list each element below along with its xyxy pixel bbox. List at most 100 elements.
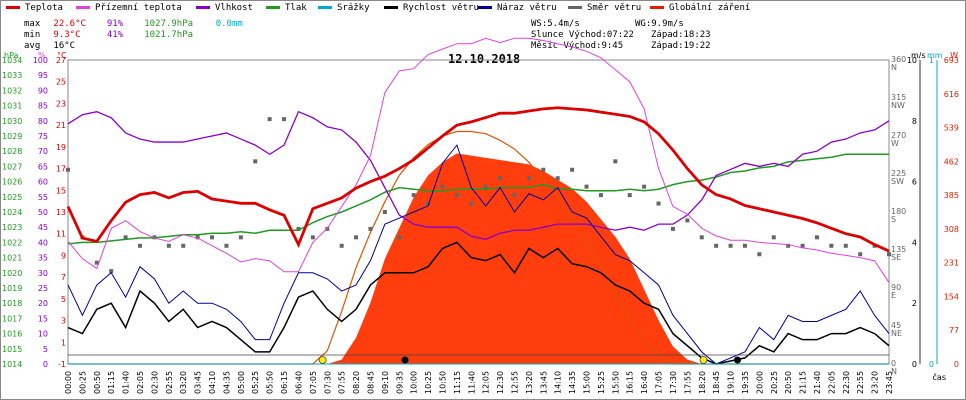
axis-label-temperature: °C	[57, 51, 67, 60]
wind-direction-point	[699, 235, 704, 240]
tick-label-time: 05:25	[251, 371, 260, 394]
tick-label-wind-speed: 10	[907, 56, 917, 65]
tick-label-time: 09:10	[381, 371, 390, 394]
tick-label-temperature: 27	[56, 56, 66, 65]
stats-min-press: 1021.7hPa	[144, 30, 194, 40]
tick-label-time: 05:50	[266, 371, 275, 394]
tick-label-wind-dir-compass: E	[891, 291, 896, 300]
tick-label-time: 19:35	[741, 371, 750, 394]
tick-label-temperature: 23	[56, 99, 66, 108]
tick-label-time: 17:30	[669, 371, 678, 394]
wind-direction-point	[368, 226, 373, 231]
wind-direction-point	[138, 243, 143, 248]
tick-label-wind-speed: 2	[912, 299, 917, 308]
wind-direction-point	[94, 260, 99, 265]
wind-direction-point	[714, 243, 719, 248]
tick-label-time: 07:55	[338, 371, 347, 394]
tick-label-humidity: 40	[38, 238, 48, 247]
tick-label-pressure: 1022	[2, 238, 22, 247]
tick-label-time: 20:25	[770, 371, 779, 394]
tick-label-pressure: 1018	[2, 299, 22, 308]
tick-label-pressure: 1027	[2, 162, 22, 171]
tick-label-wind-dir-compass: SE	[891, 253, 901, 262]
wind-direction-point	[296, 226, 301, 231]
tick-label-time: 00:00	[64, 371, 73, 394]
astro-row-sun: Slunce Východ:07:22 Západ:18:23	[531, 30, 711, 41]
wind-direction-point	[555, 176, 560, 181]
legend-item-3: Tlak	[266, 3, 307, 13]
tick-label-time: 05:00	[237, 371, 246, 394]
tick-label-humidity: 15	[38, 314, 48, 323]
tick-label-radiation: 616	[944, 90, 959, 99]
tick-label-pressure: 1020	[2, 269, 22, 278]
tick-label-time: 02:55	[165, 371, 174, 394]
wind-direction-point	[166, 243, 171, 248]
tick-label-wind-speed: 8	[912, 117, 917, 126]
tick-label-time: 12:55	[511, 371, 520, 394]
wind-direction-point	[469, 201, 474, 206]
tick-label-temperature: 3	[61, 317, 66, 326]
tick-label-pressure: 1021	[2, 254, 22, 263]
tick-label-wind-dir: 0	[891, 359, 896, 368]
chart-title: 12.10.2018	[448, 52, 521, 66]
stats-panel: max 22.6°C 91% 1027.9hPa 0.0mm min 9.3°C…	[24, 19, 256, 52]
tick-label-humidity: 55	[38, 193, 48, 202]
moonset-marker	[733, 356, 741, 364]
tick-label-humidity: 60	[38, 178, 48, 187]
tick-label-time: 10:00	[410, 371, 419, 394]
wind-direction-point	[728, 243, 733, 248]
tick-label-pressure: 1029	[2, 132, 22, 141]
wind-direction-point	[397, 235, 402, 240]
tick-label-humidity: 0	[43, 360, 48, 369]
sunrise-text: Slunce Východ:07:22	[531, 30, 634, 40]
tick-label-time: 04:35	[222, 371, 231, 394]
legend-item-1: Přízemní teplota	[76, 3, 182, 13]
legend-item-7: Směr větru	[568, 3, 641, 13]
tick-label-time: 14:35	[568, 371, 577, 394]
legend-label: Vlhkost	[215, 3, 253, 13]
legend-label: Přízemní teplota	[95, 3, 182, 13]
tick-label-wind-dir: 180	[891, 207, 906, 216]
tick-label-time: 02:05	[136, 371, 145, 394]
series-line-teplota	[66, 106, 890, 253]
legend-item-4: Srážky	[318, 3, 370, 13]
tick-label-humidity: 30	[38, 269, 48, 278]
tick-label-wind-speed: 0	[912, 360, 917, 369]
wind-direction-point	[109, 269, 114, 274]
tick-label-radiation: 231	[944, 259, 959, 268]
tick-label-time: 04:10	[208, 371, 217, 394]
axis-label-wind-speed: m/s	[911, 51, 926, 60]
sunset-marker	[699, 356, 708, 364]
wind-direction-point	[642, 184, 647, 189]
tick-label-time: 12:05	[482, 371, 491, 394]
tick-label-wind-dir-compass: S	[891, 215, 896, 224]
legend-item-6: Náraz větru	[478, 3, 557, 13]
stats-max-label: max	[24, 19, 41, 29]
tick-label-humidity: 50	[38, 208, 48, 217]
tick-label-time: 00:50	[93, 371, 102, 394]
tick-label-humidity: 45	[38, 223, 48, 232]
stats-max-press: 1027.9hPa	[144, 19, 194, 29]
tick-label-time: 06:15	[280, 371, 289, 394]
tick-label-wind-dir: 315	[891, 93, 906, 102]
tick-label-radiation: 154	[944, 292, 959, 301]
tick-label-time: 14:10	[554, 371, 563, 394]
wind-direction-point	[195, 235, 200, 240]
tick-label-time: 17:05	[655, 371, 664, 394]
stats-min-hum: 41%	[106, 30, 124, 40]
tick-label-time: 20:50	[784, 371, 793, 394]
tick-label-time: 20:00	[755, 371, 764, 394]
tick-label-humidity: 70	[38, 147, 48, 156]
astro-panel: WS:5.4m/s WG:9.9m/s Slunce Východ:07:22 Zá…	[531, 19, 711, 52]
axis-label-pressure: hPa	[4, 51, 19, 60]
tick-label-wind-dir-compass: NW	[891, 101, 905, 110]
wind-direction-point	[512, 193, 517, 198]
wind-direction-point	[454, 193, 459, 198]
tick-label-time: 10:50	[438, 371, 447, 394]
legend-label: Srážky	[337, 3, 370, 13]
tick-label-time: 11:15	[453, 371, 462, 394]
tick-label-wind-dir-compass: W	[891, 139, 899, 148]
tick-label-pressure: 1030	[2, 117, 22, 126]
tick-label-time: 13:45	[539, 371, 548, 394]
tick-label-humidity: 100	[33, 56, 48, 65]
